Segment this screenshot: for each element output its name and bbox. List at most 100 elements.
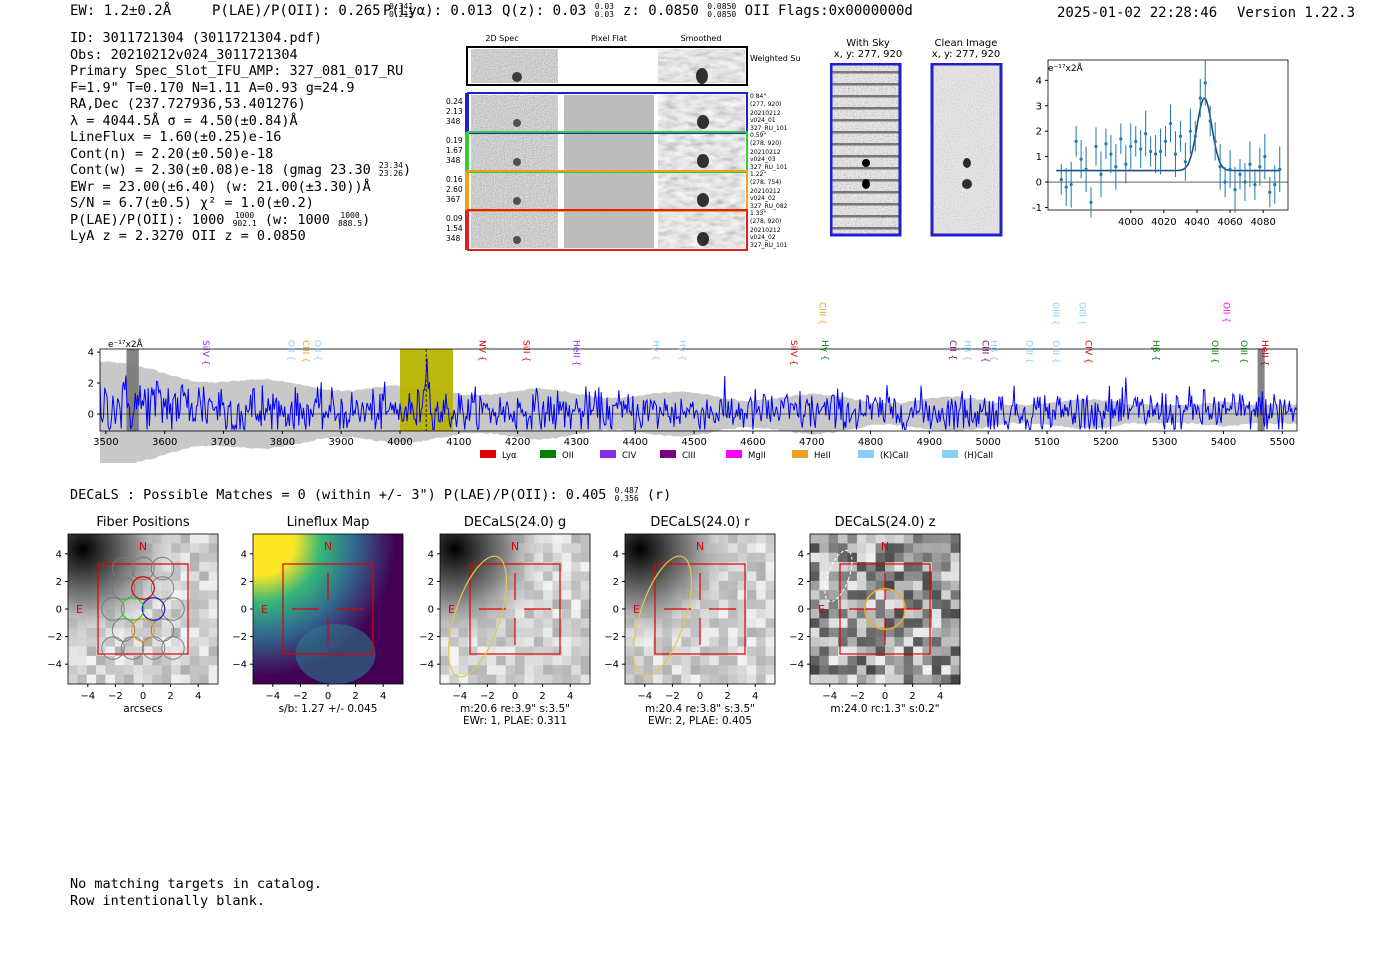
decals-pixel [903, 552, 914, 563]
decals-pixel [819, 599, 830, 610]
decals-pixel [922, 646, 933, 657]
sky-stripe [832, 119, 899, 122]
decals-pixel [931, 618, 942, 629]
decals-pixel [866, 646, 876, 657]
decals-pixel [866, 637, 876, 647]
decals-pixel [856, 552, 867, 563]
decals-pixel [894, 552, 905, 563]
fiber-circle [120, 636, 145, 660]
decals-pixel [922, 562, 933, 572]
spectrum-xtick-label: 5200 [1093, 437, 1118, 448]
decals-pixel [941, 599, 951, 610]
spectrum-ytick-label: 0 [88, 409, 94, 420]
zoom-chart-ylabel: e⁻¹⁷x2Å [1048, 62, 1084, 74]
fiber-detail-4: v024_01 [750, 117, 776, 124]
decals-xtick-label: 0 [882, 691, 888, 702]
legend-swatch [600, 450, 616, 458]
decals-pixel [856, 627, 867, 638]
decals-pixel [810, 552, 820, 563]
fiber-detail-1: 1.33" [750, 210, 766, 217]
fiber-detail-4: v024_02 [750, 234, 776, 241]
zoom-data-point [1163, 139, 1168, 143]
fiber-pixel-flat [564, 173, 654, 209]
spectrum-line-label: OIII { [1209, 340, 1219, 364]
decals-pixel [941, 580, 951, 591]
fiber-detail-1: 0.59" [750, 132, 766, 139]
zoom-data-point [1208, 119, 1212, 123]
decals-pixel [941, 627, 951, 638]
decals-pixel [922, 618, 933, 629]
decals-pixel [894, 543, 905, 554]
zoom-ytick-label: 4 [1036, 76, 1042, 87]
decals-pixel [903, 580, 914, 591]
decals-pixel [894, 580, 905, 591]
spectrum-ytick-label: 2 [88, 379, 94, 390]
decals-pixel [856, 637, 867, 647]
zoom-data-point [1273, 182, 1277, 187]
decals-pixel [931, 665, 942, 675]
decals-pixel [922, 674, 933, 685]
zoom-data-point [1203, 81, 1207, 85]
decals-xtick-label: 2 [167, 691, 173, 702]
zoom-data-point [1243, 180, 1247, 184]
decals-pixel [950, 655, 961, 666]
decals-pixel [838, 674, 848, 685]
zoom-data-point [1173, 152, 1178, 156]
decals-pixel [913, 646, 923, 657]
decals-pixel [941, 552, 951, 563]
fiber-circle [150, 556, 175, 581]
decals-pixel [875, 627, 886, 638]
zoom-axes-frame [1047, 59, 1289, 211]
decals-pixel [810, 590, 820, 600]
decals-pixel [950, 609, 961, 619]
decals-pixel [838, 599, 848, 610]
decals-pixel [913, 534, 923, 544]
decals-pixel [875, 646, 886, 657]
decals-pixel [875, 571, 886, 582]
decals-pixel [810, 543, 820, 554]
spectrum-xtick-label: 4900 [917, 437, 942, 448]
decals-pixel [903, 543, 914, 554]
decals-pixel [950, 571, 961, 582]
spectrum-line-label: OII { [312, 340, 322, 361]
decals-pixel [810, 627, 820, 638]
decals-ytick-label: −2 [47, 632, 62, 643]
decals-pixel [838, 646, 848, 657]
spectrum-masked-region [1257, 349, 1265, 431]
decals-pixel [913, 580, 923, 591]
decals-ytick-label: 2 [613, 577, 619, 588]
decals-pixel [810, 665, 820, 675]
north-label: N [881, 540, 889, 553]
spectrum-line-label: CIV { [1082, 340, 1092, 364]
fiber-2d-emission [513, 197, 521, 205]
clean-image-title: Clean Image [934, 38, 998, 49]
fiber-value-1: 0.19 [446, 136, 463, 145]
decals-pixel [913, 543, 923, 554]
decals-pixel [885, 674, 895, 685]
decals-pixel [828, 590, 839, 600]
source-circle [864, 588, 906, 630]
decals-xtick-label: −4 [637, 691, 652, 702]
fiber-circle [101, 597, 125, 621]
zoom-data-point [1158, 149, 1163, 154]
decals-pixel [847, 590, 858, 600]
north-label: N [139, 540, 147, 553]
decals-pixel [819, 627, 830, 638]
decals-pixel [828, 646, 839, 657]
decals-pixel [950, 618, 961, 629]
fiber-detail-3: 20210212 [750, 110, 781, 117]
decals-caption-1: arcsecs [123, 703, 162, 715]
decals-xtick-label: −2 [850, 691, 865, 702]
decals-pixel [866, 543, 876, 554]
decals-ytick-label: 2 [56, 577, 62, 588]
legend-swatch [942, 450, 958, 458]
decals-pixel [931, 562, 942, 572]
decals-pixel [866, 534, 876, 544]
legend-swatch [540, 450, 556, 458]
spectrum-xtick-label: 4200 [505, 437, 530, 448]
decals-pixel [903, 665, 914, 675]
decals-xtick-label: 0 [325, 691, 331, 702]
zoom-data-point [1238, 172, 1242, 177]
sky-stripe [832, 191, 899, 194]
